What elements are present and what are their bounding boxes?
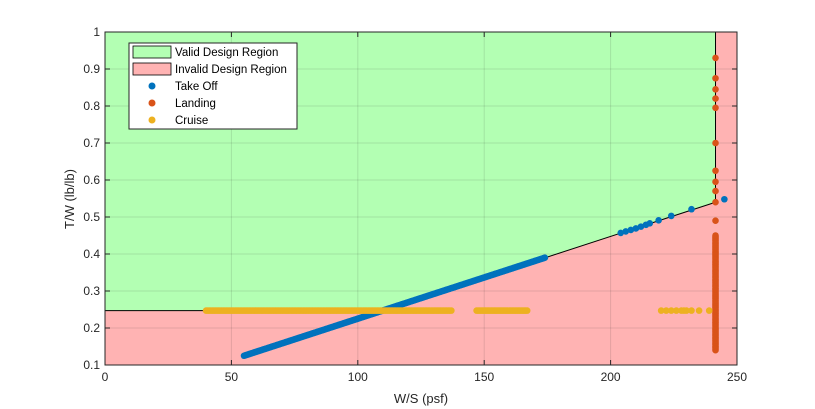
data-point xyxy=(541,254,549,261)
data-point xyxy=(712,74,719,82)
legend-swatch xyxy=(132,45,172,59)
y-tick-label: 0.6 xyxy=(83,173,100,187)
data-point xyxy=(712,86,719,93)
y-tick-label: 0.4 xyxy=(83,247,100,261)
y-axis-label: T/W (lb/lb) xyxy=(62,169,77,229)
y-tick-label: 0.9 xyxy=(83,62,100,76)
x-tick-label: 250 xyxy=(727,370,747,384)
data-point xyxy=(712,54,719,62)
y-tick-label: 0.5 xyxy=(83,210,100,224)
data-point xyxy=(646,219,654,227)
y-tick-label: 0.3 xyxy=(83,284,100,298)
data-point xyxy=(657,307,665,314)
x-tick-label: 0 xyxy=(102,370,109,384)
legend-label: Invalid Design Region xyxy=(175,64,287,76)
legend-marker xyxy=(148,99,156,107)
data-point xyxy=(712,104,719,112)
data-point xyxy=(637,223,645,230)
data-point xyxy=(712,217,719,224)
legend-label: Take Off xyxy=(175,81,218,93)
legend-label: Cruise xyxy=(175,115,208,127)
data-point xyxy=(655,217,662,224)
legend-label: Landing xyxy=(175,98,216,110)
y-tick-label: 0.2 xyxy=(83,321,100,335)
x-tick-label: 100 xyxy=(348,370,368,384)
legend-label: Valid Design Region xyxy=(175,47,278,59)
data-point xyxy=(673,307,680,314)
data-point xyxy=(622,228,630,235)
data-point xyxy=(712,198,719,206)
legend-marker xyxy=(148,82,156,90)
data-point xyxy=(667,212,675,220)
legend-marker xyxy=(148,116,156,124)
x-axis-label: W/S (psf) xyxy=(394,391,448,406)
data-point xyxy=(695,307,703,314)
data-point xyxy=(662,307,670,314)
data-point xyxy=(705,307,713,314)
series-take-off xyxy=(240,195,728,360)
data-point xyxy=(688,307,695,314)
axes: 0 50 100 150 200 250 0.1 0.2 0.3 0.4 0.5 0.6 0.7 0.8 0… xyxy=(83,25,747,384)
data-point xyxy=(712,232,719,239)
data-point xyxy=(712,139,719,147)
data-point xyxy=(683,307,690,314)
y-tick-label: 1 xyxy=(93,25,100,39)
data-point xyxy=(688,205,695,213)
axes-box xyxy=(104,31,738,366)
data-point xyxy=(721,195,728,203)
data-point xyxy=(523,307,531,314)
data-point xyxy=(712,187,719,195)
data-point xyxy=(712,95,719,102)
data-point xyxy=(617,229,625,237)
x-tick-label: 200 xyxy=(601,370,621,384)
x-tick-label: 50 xyxy=(225,370,239,384)
data-point xyxy=(448,307,455,314)
data-point xyxy=(712,178,719,186)
x-tick-label: 150 xyxy=(474,370,494,384)
y-tick-label: 0.1 xyxy=(83,358,100,372)
data-point xyxy=(667,307,675,314)
data-point xyxy=(627,226,635,234)
data-point xyxy=(712,167,719,175)
series-cruise xyxy=(202,307,713,314)
data-point xyxy=(632,225,640,232)
data-marks xyxy=(202,54,728,360)
y-tick-label: 0.7 xyxy=(83,136,100,150)
y-tick-label: 0.8 xyxy=(83,99,100,113)
legend: Valid Design Region Invalid Design Region… xyxy=(128,42,298,130)
series-landing xyxy=(712,54,719,354)
legend-swatch xyxy=(132,62,172,76)
